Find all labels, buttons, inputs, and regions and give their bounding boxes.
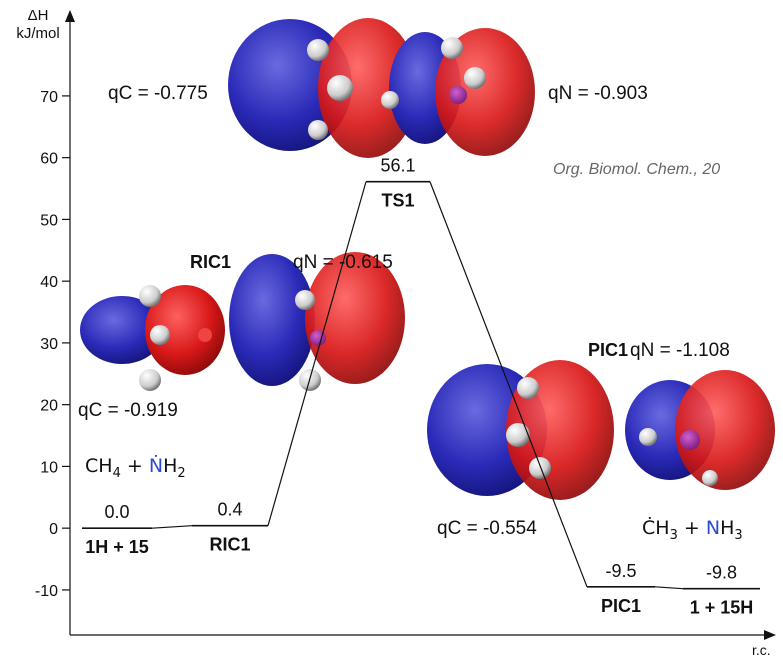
complex-label: PIC1 [588,340,628,360]
charge-label: qC = -0.554 [437,518,537,539]
charge-label: qN = -0.903 [548,83,648,104]
value-label: -9.8 [706,563,737,583]
y-tick-label: 10 [40,459,58,476]
y-tick-label: -10 [35,583,58,600]
y-tick-label: 20 [40,398,58,415]
charge-label: qC = -0.919 [78,400,178,421]
level-label: TS1 [381,191,414,211]
y-tick-label: 60 [40,151,58,168]
y-tick-label: 50 [40,212,58,229]
connector [152,526,192,528]
y-axis-label: ΔH [28,7,49,24]
y-tick-label: 0 [49,521,58,538]
level-label: RIC1 [209,535,250,555]
formula: ĊH3 + NH3 [642,516,743,543]
value-label: -9.5 [605,561,636,581]
value-label: 0.0 [104,502,129,522]
charge-label: qC = -0.775 [108,83,208,104]
x-axis-label: r.c. [752,642,771,658]
y-axis-unit: kJ/mol [16,25,59,42]
level-label: PIC1 [601,596,641,616]
value-label: 56.1 [380,156,415,176]
formula: CH4 + ṄH2 [85,454,186,481]
complex-label: RIC1 [190,252,231,272]
charge-label: qN = -1.108 [630,340,730,361]
citation: Org. Biomol. Chem., 20 [553,161,720,178]
level-label: 1 + 15H [690,598,754,618]
y-tick-label: 70 [40,89,58,106]
level-label: 1H + 15 [85,537,149,557]
chart: ΔH kJ/mol r.c. qC = -0.775 qN = -0.903 O… [0,0,783,659]
y-tick-label: 40 [40,274,58,291]
connector [655,587,683,589]
value-label: 0.4 [217,500,242,520]
y-tick-label: 30 [40,336,58,353]
